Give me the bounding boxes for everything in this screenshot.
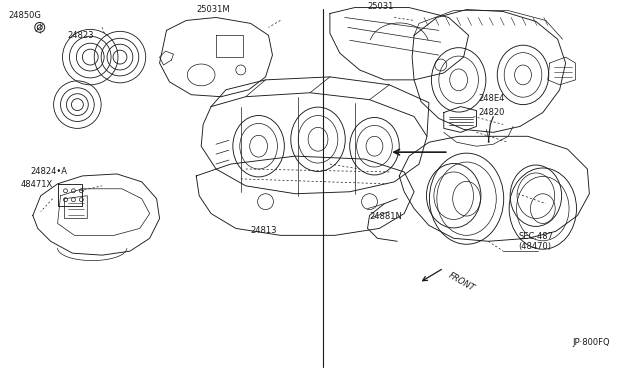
Text: 24824•A: 24824•A [31,167,68,176]
Text: JP·800FQ: JP·800FQ [573,338,610,347]
Text: 25031M: 25031M [196,4,230,13]
Text: 48471X: 48471X [21,180,53,189]
Text: 25031: 25031 [367,1,394,10]
Text: 248E4: 248E4 [479,94,505,103]
Text: 24813: 24813 [251,226,277,235]
Text: 24850G: 24850G [8,12,41,20]
Text: 24820: 24820 [479,108,505,116]
Text: 24881N: 24881N [369,212,403,221]
Text: FRONT: FRONT [447,271,476,293]
Text: SEC.487
(48470): SEC.487 (48470) [518,232,553,251]
Text: 24823: 24823 [67,31,94,40]
